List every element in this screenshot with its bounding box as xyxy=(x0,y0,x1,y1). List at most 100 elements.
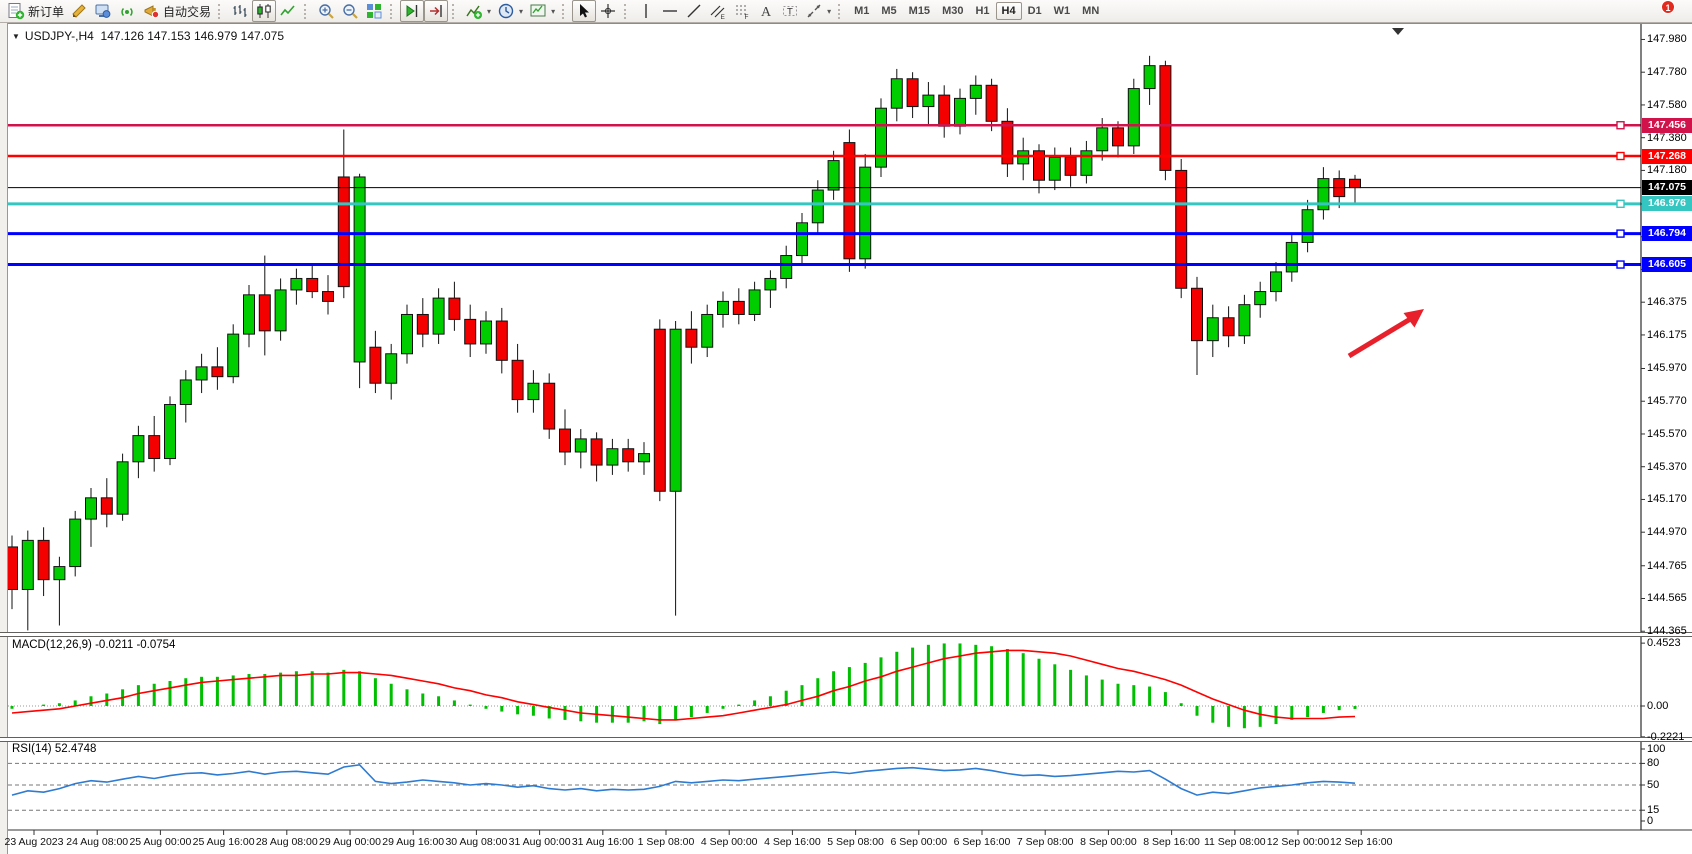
chart-line-icon xyxy=(279,2,297,20)
candle-body xyxy=(69,518,82,568)
svg-text:T: T xyxy=(787,7,793,18)
autotrading-icon xyxy=(142,2,160,20)
signals-button[interactable] xyxy=(115,0,139,22)
zoom-out-icon xyxy=(341,2,359,20)
toolbar-group-separator xyxy=(452,3,458,19)
chart-candles-icon xyxy=(255,2,273,20)
text-button[interactable]: A xyxy=(754,0,778,22)
tile-windows-button[interactable] xyxy=(362,0,386,22)
cursor-button[interactable] xyxy=(572,0,597,22)
candle-body xyxy=(1222,317,1235,337)
svg-text:E: E xyxy=(721,14,726,20)
candle-body xyxy=(1048,156,1061,181)
rsi-indicator-label: RSI(14) 52.4748 xyxy=(12,743,97,755)
dropdown-caret-icon: ▾ xyxy=(551,6,556,16)
candle-body xyxy=(480,320,492,345)
dropdown-caret-icon: ▾ xyxy=(519,6,524,16)
trend-arrow-annotation[interactable] xyxy=(1347,315,1414,359)
horizontal-line-button[interactable] xyxy=(658,0,682,22)
macd-layer xyxy=(10,643,1357,729)
candle-body xyxy=(543,382,556,430)
candle-body xyxy=(448,297,461,320)
panel-splitter-macd[interactable] xyxy=(0,632,1692,637)
price-line-147456-handle[interactable] xyxy=(1616,121,1625,130)
price-line-146605-handle[interactable] xyxy=(1616,260,1625,269)
candle-body xyxy=(827,160,840,191)
candle-body xyxy=(1301,209,1314,243)
candles-layer xyxy=(8,55,1361,631)
chart-shift-button[interactable] xyxy=(424,0,449,22)
dropdown-caret-icon: ▾ xyxy=(487,6,492,16)
candle-body xyxy=(669,328,682,492)
timeframe-w1[interactable]: W1 xyxy=(1048,2,1077,20)
timeframe-m1[interactable]: M1 xyxy=(848,2,875,20)
timeframe-m5-label: M5 xyxy=(881,5,897,17)
candle-body xyxy=(1080,150,1093,176)
indicators-button[interactable]: ▾ xyxy=(462,0,494,22)
candle-body xyxy=(290,277,303,291)
shapes-button[interactable]: ▾ xyxy=(802,0,834,22)
chat-button[interactable]: 1 xyxy=(1644,0,1675,32)
candle-body xyxy=(732,300,745,315)
candle-body xyxy=(875,107,887,168)
templates-button[interactable]: ▾ xyxy=(526,0,558,22)
new-order-button[interactable]: 新订单 xyxy=(4,0,67,22)
zoom-out-button[interactable] xyxy=(338,0,362,22)
bar-chart-button[interactable] xyxy=(228,0,252,22)
price-line-146976-handle[interactable] xyxy=(1616,199,1625,209)
line-chart-button[interactable] xyxy=(276,0,300,22)
notification-badge: 1 xyxy=(1661,0,1675,14)
price-line-146794-handle[interactable] xyxy=(1616,229,1625,238)
cursor-icon xyxy=(575,2,593,20)
candle-body xyxy=(1127,88,1140,147)
fibonacci-icon: F xyxy=(733,2,751,20)
timeframe-h1[interactable]: H1 xyxy=(969,2,995,20)
timeframe-m5[interactable]: M5 xyxy=(875,2,902,20)
tile-windows-icon xyxy=(365,2,383,20)
label-button[interactable]: T xyxy=(778,0,802,22)
candle-body xyxy=(1143,65,1156,90)
periods-button[interactable]: ▾ xyxy=(494,0,526,22)
trend-arrow-head[interactable] xyxy=(1403,309,1425,328)
candle-body xyxy=(243,294,255,335)
candle-body xyxy=(764,277,777,291)
timeframe-h4-label: H4 xyxy=(1001,5,1016,17)
macd-indicator-label: MACD(12,26,9) -0.0211 -0.0754 xyxy=(12,639,176,651)
candle-body xyxy=(132,435,145,463)
timeframe-m15-label: M15 xyxy=(908,5,931,17)
vertical-line-button[interactable] xyxy=(634,0,658,22)
candle-body xyxy=(306,277,319,293)
equidistant-channel-button[interactable]: E xyxy=(706,0,730,22)
candle-body xyxy=(322,291,334,302)
candle-body xyxy=(511,359,524,401)
candle-body xyxy=(811,189,824,224)
metaeditor-button[interactable] xyxy=(67,0,91,22)
fibonacci-button[interactable]: F xyxy=(730,0,754,22)
price-line-147268-handle[interactable] xyxy=(1616,151,1625,161)
auto-trading-button[interactable]: 自动交易 xyxy=(139,0,214,22)
crosshair-icon xyxy=(599,2,617,20)
candle-body xyxy=(1033,150,1045,181)
text-icon: A xyxy=(757,2,775,20)
candlestick-chart-button[interactable] xyxy=(252,0,277,22)
crosshair-button[interactable] xyxy=(596,0,620,22)
candle-body xyxy=(1159,65,1172,171)
timeframe-d1[interactable]: D1 xyxy=(1022,2,1048,20)
candle-body xyxy=(85,497,97,520)
candle-body xyxy=(938,94,951,127)
label-icon: T xyxy=(781,2,799,20)
candle-body xyxy=(369,346,382,384)
auto-scroll-button[interactable] xyxy=(400,0,425,22)
timeframe-m30[interactable]: M30 xyxy=(936,2,969,20)
trendline-button[interactable] xyxy=(682,0,706,22)
search-button[interactable] xyxy=(1608,2,1638,33)
candle-body xyxy=(258,294,271,332)
candle-body xyxy=(1175,169,1188,289)
strategy-tester-button[interactable] xyxy=(91,0,115,22)
timeframe-h4[interactable]: H4 xyxy=(995,2,1022,20)
timeframe-mn[interactable]: MN xyxy=(1076,2,1105,20)
panel-splitter-rsi[interactable] xyxy=(0,737,1692,742)
zoom-in-button[interactable] xyxy=(314,0,338,22)
timeframe-m15[interactable]: M15 xyxy=(903,2,936,20)
